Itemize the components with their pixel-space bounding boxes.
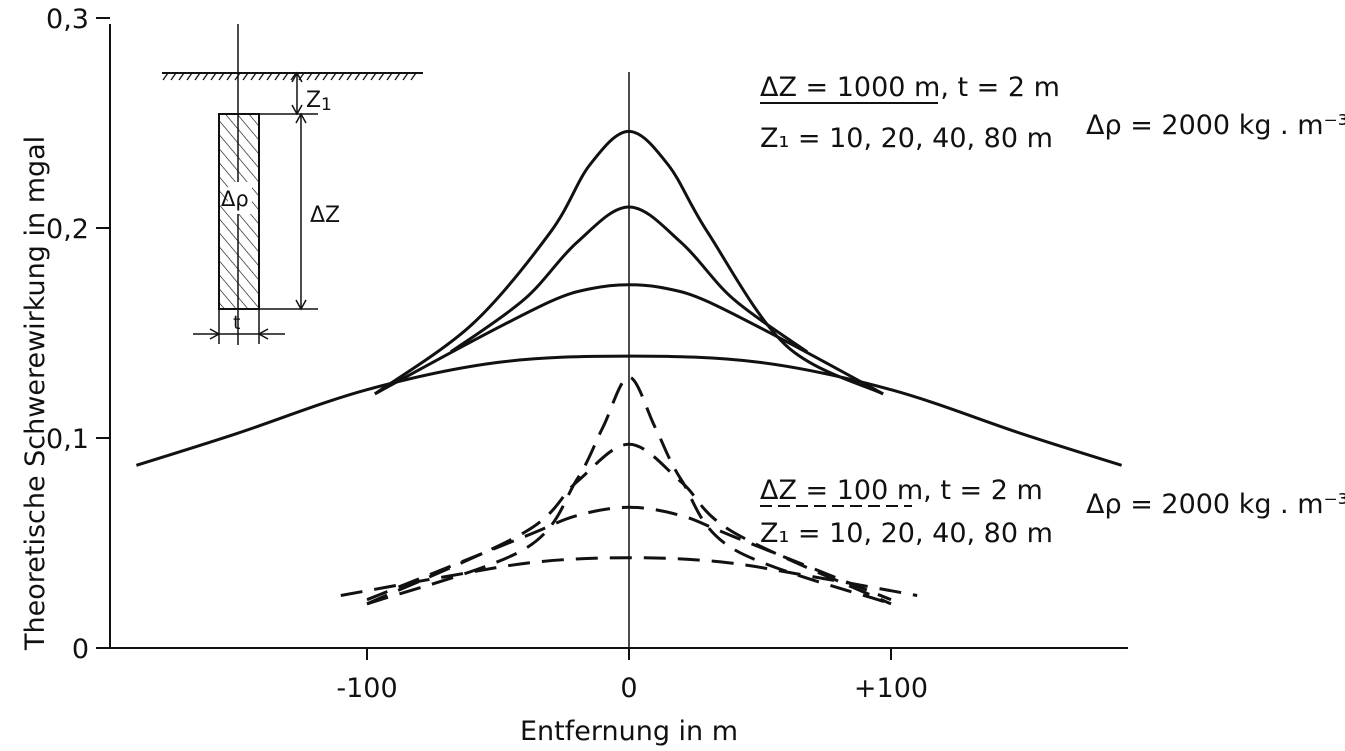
x-tick-label: +100 [854, 673, 928, 704]
solid-group-label-1: ΔZ = 1000 m, t = 2 m [760, 72, 1060, 103]
dashed-group-label-1: ΔZ = 100 m, t = 2 m [760, 475, 1043, 506]
y-tick-label: 0,1 [46, 424, 89, 455]
y-axis-label: Theoretische Schwerewirkung in mgal [20, 136, 51, 651]
dashed-group-label-2: Z₁ = 10, 20, 40, 80 m [760, 518, 1053, 549]
solid-group-density: Δρ = 2000 kg . m⁻³ [1086, 110, 1345, 141]
solid-group-label-2: Z₁ = 10, 20, 40, 80 m [760, 123, 1053, 154]
axis-ticks: -100 0 +100 0 0,1 0,2 0,3 [46, 4, 928, 704]
inset-z1-label: Z [306, 88, 321, 113]
x-tick-label: 0 [620, 673, 637, 704]
y-tick-label: 0,3 [46, 4, 89, 35]
y-tick-label: 0,2 [46, 214, 89, 245]
solid-curve-z1-10 [374, 129, 884, 396]
dashed-group-density: Δρ = 2000 kg . m⁻³ [1086, 489, 1345, 520]
solid-curve-z1-40 [374, 283, 884, 396]
x-tick-label: -100 [336, 673, 397, 704]
dashed-curve-z1-40 [366, 505, 892, 602]
inset-t-label: t [233, 312, 240, 334]
inset-rho-label: Δρ [221, 187, 249, 211]
curves [135, 129, 1123, 606]
y-tick-label: 0 [72, 634, 89, 665]
dashed-curve-z1-80 [340, 556, 918, 597]
inset-ground-hatch [162, 72, 417, 81]
x-axis-label: Entfernung in m [520, 716, 738, 747]
inset-z1-sub: 1 [321, 95, 332, 115]
solid-curve-z1-80 [135, 354, 1123, 467]
solid-curve-z1-20 [449, 205, 809, 354]
inset-diagram: Δρ Z 1 ΔZ t [162, 24, 423, 345]
inset-dz-label: ΔZ [310, 203, 340, 228]
